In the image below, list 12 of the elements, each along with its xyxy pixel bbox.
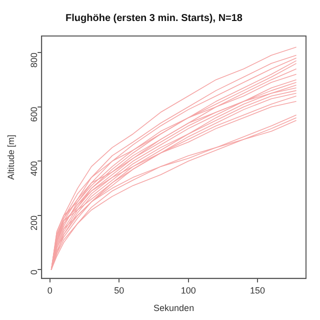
y-tick-label: 400	[29, 161, 40, 176]
x-tick-label: 100	[180, 285, 196, 296]
y-tick-label: 800	[29, 52, 40, 68]
x-axis-title: Sekunden	[154, 303, 194, 314]
y-tick-label: 200	[29, 215, 40, 230]
x-tick-label: 0	[47, 285, 52, 296]
y-axis-title: Altitude [m]	[6, 134, 16, 180]
x-tick-label: 150	[250, 285, 266, 296]
y-tick-label: 0	[29, 270, 40, 275]
x-tick-label: 50	[114, 285, 124, 296]
y-tick-label: 600	[29, 106, 40, 122]
chart-title: Flughöhe (ersten 3 min. Starts), N=18	[66, 12, 243, 24]
